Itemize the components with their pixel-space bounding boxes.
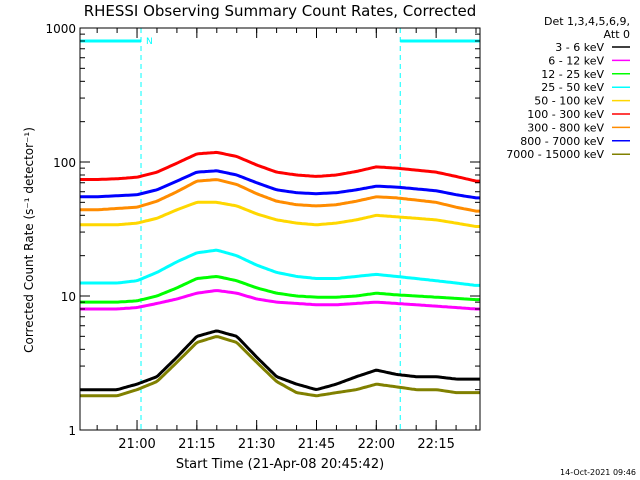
legend-label-0: 3 - 6 keV (555, 41, 604, 54)
x-tick-label-5: 22:15 (417, 437, 454, 452)
series-line-4 (80, 200, 480, 228)
series-line-3 (80, 248, 480, 287)
x-tick-label-3: 21:45 (298, 437, 335, 452)
chart-title: RHESSI Observing Summary Count Rates, Co… (84, 2, 477, 20)
legend-label-6: 300 - 800 keV (527, 121, 604, 134)
series-line-5 (80, 150, 480, 183)
legend-label-3: 25 - 50 keV (541, 81, 604, 94)
series-line-0 (80, 329, 480, 392)
plot-frame (79, 27, 481, 431)
legend-header-line-2: Att 0 (604, 28, 630, 41)
legend-label-7: 800 - 7000 keV (520, 135, 604, 148)
series-line-2 (80, 274, 480, 304)
x-tick-label-2: 21:30 (238, 437, 275, 452)
y-tick-label-2: 100 (53, 156, 76, 170)
legend-label-5: 100 - 300 keV (527, 108, 604, 121)
y-axis-label: Corrected Count Rate (s⁻¹ detector⁻¹) (22, 127, 36, 353)
legend-header-line-1: Det 1,3,4,5,6,9, (544, 15, 630, 28)
x-axis-label: Start Time (21-Apr-08 20:45:42) (176, 457, 384, 472)
legend-label-1: 6 - 12 keV (548, 54, 604, 67)
legend-label-4: 50 - 100 keV (534, 95, 604, 108)
x-tick-label-4: 22:00 (358, 437, 395, 452)
legend-label-8: 7000 - 15000 keV (506, 148, 604, 161)
series-line-8 (80, 335, 480, 398)
x-tick-label-1: 21:15 (178, 437, 215, 452)
y-tick-label-1: 10 (61, 290, 76, 304)
timestamp: 14-Oct-2021 09:46 (560, 468, 636, 477)
series-line-7 (80, 169, 480, 200)
y-tick-label-0: 1 (68, 424, 76, 438)
series-line-6 (80, 178, 480, 213)
night-marker-label: N (146, 37, 153, 47)
y-tick-label-3: 1000 (45, 22, 76, 36)
series-line-1 (80, 289, 480, 311)
x-tick-label-0: 21:00 (118, 437, 155, 452)
legend-label-2: 12 - 25 keV (541, 68, 604, 81)
